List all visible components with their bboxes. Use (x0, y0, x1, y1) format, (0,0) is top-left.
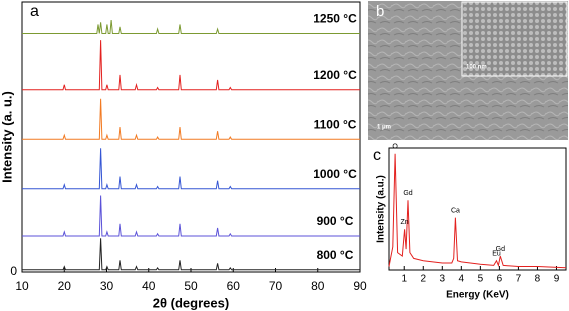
series-line (22, 98, 360, 140)
plot-frame (21, 1, 361, 273)
peak-label: Eu (492, 251, 501, 258)
series-line (22, 238, 360, 271)
y-tick-label: 0 (10, 264, 17, 278)
series-label: 1250 °C (313, 12, 357, 26)
series-line (22, 148, 360, 190)
series-label: 1000 °C (313, 167, 357, 181)
x-tick-label: 5 (478, 274, 484, 285)
peak-label: Gd (403, 190, 412, 197)
series-line (22, 195, 360, 237)
sem-panel: b 100 nm 1 μm (368, 1, 568, 140)
scale-bar-label: 1 μm (377, 125, 391, 131)
x-tick-label: 30 (100, 279, 114, 293)
series-line (22, 40, 360, 91)
x-tick-label: 90 (353, 279, 367, 293)
series-label: 1100 °C (314, 117, 357, 131)
x-tick-label: 70 (269, 279, 283, 293)
peak-label: O (392, 144, 398, 151)
x-tick-label: 6 (497, 274, 503, 285)
panel-label: a (30, 3, 39, 20)
x-tick-label: 3 (440, 274, 446, 285)
x-tick-label: 8 (535, 274, 541, 285)
inset-scale: 100 nm (466, 65, 487, 71)
x-tick-label: 10 (15, 279, 29, 293)
sem-inset (461, 1, 568, 77)
x-tick-label: 20 (58, 279, 72, 293)
series-line (388, 153, 567, 269)
y-axis-label: Intensity (a.u.) (376, 175, 387, 243)
x-axis-label: 2θ (degrees) (153, 295, 229, 310)
x-tick-label: 50 (184, 279, 198, 293)
x-tick-label: 80 (311, 279, 325, 293)
series-label: 800 °C (317, 248, 354, 262)
peak-label: Zn (401, 219, 409, 226)
series-label: 1200 °C (313, 68, 357, 82)
peak-label: Gd (496, 246, 505, 253)
x-tick-label: 60 (227, 279, 241, 293)
x-tick-label: 40 (142, 279, 156, 293)
y-axis-label: Intensity (a. u.) (0, 91, 14, 183)
series-line (22, 19, 360, 34)
plot-frame (388, 147, 567, 271)
panel-label: c (373, 147, 381, 164)
x-tick-label: 7 (516, 274, 522, 285)
x-tick-label: 1 (401, 274, 407, 285)
series-label: 900 °C (317, 214, 354, 228)
x-tick-label: 4 (459, 274, 465, 285)
x-axis-label: Energy (KeV) (446, 290, 509, 301)
panel-label: b (376, 3, 384, 20)
x-tick-label: 2 (420, 274, 426, 285)
peak-label: Ca (451, 208, 460, 215)
x-tick-label: 9 (554, 274, 560, 285)
